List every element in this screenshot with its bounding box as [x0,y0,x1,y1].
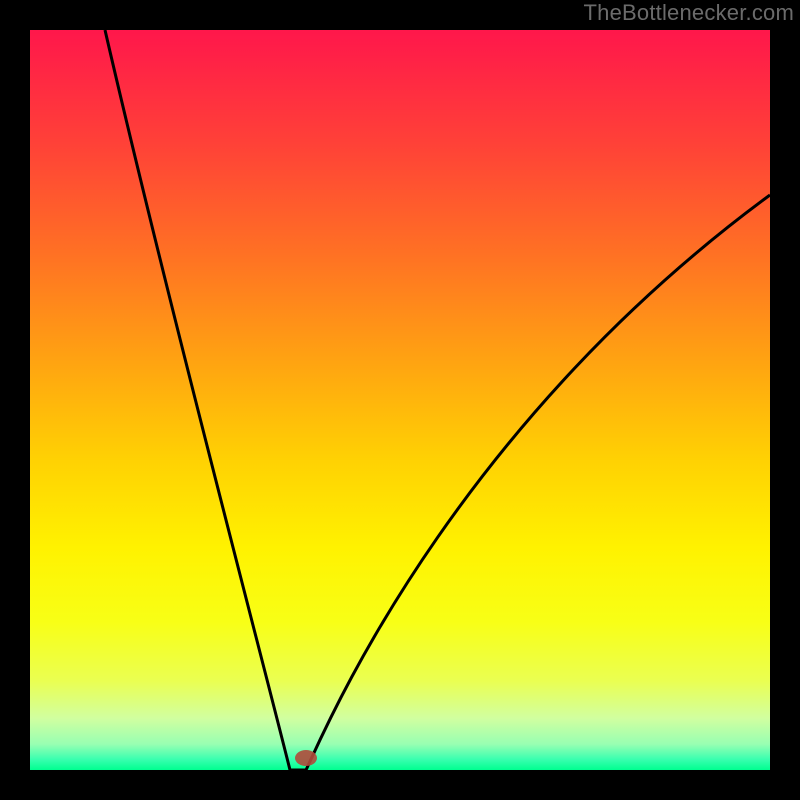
watermark-text: TheBottlenecker.com [584,0,794,26]
plot-background [30,30,770,770]
optimal-point-marker [295,750,317,766]
bottleneck-chart [0,0,800,800]
chart-container: TheBottlenecker.com [0,0,800,800]
